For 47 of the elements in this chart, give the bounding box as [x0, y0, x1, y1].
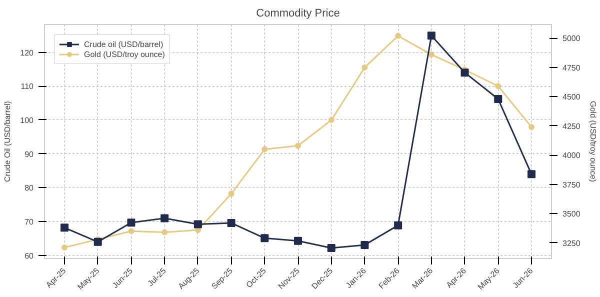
y-tick-label: 70	[24, 218, 34, 227]
point	[360, 240, 369, 249]
y-tick-label: 80	[24, 184, 34, 193]
point	[394, 221, 402, 230]
point	[127, 218, 136, 227]
y-tick-label: 60	[24, 251, 34, 260]
y-tick-label: 110	[20, 82, 34, 92]
y2-tick-label: 3750	[562, 180, 581, 190]
legend-label: Gold (USD/troy ounce)	[84, 49, 165, 59]
point	[160, 214, 169, 222]
point	[427, 32, 436, 40]
point	[260, 234, 269, 242]
point	[327, 244, 336, 252]
y2-axis-title: Gold (USD/troy ounce)	[588, 101, 598, 182]
point	[94, 238, 102, 246]
point	[495, 83, 502, 90]
point	[228, 190, 234, 197]
y2-tick-label: 3500	[562, 210, 581, 219]
y-axis-title: Crude Oil (USD/barrel)	[3, 100, 12, 182]
point	[528, 124, 534, 130]
y-tick-label: 90	[24, 150, 34, 159]
point	[194, 220, 202, 228]
point	[328, 117, 334, 124]
point	[227, 218, 236, 227]
point	[162, 229, 168, 236]
y2-tick-label: 5000	[562, 34, 581, 44]
point	[295, 142, 301, 149]
point	[60, 224, 69, 232]
y2-tick-label: 4000	[562, 151, 581, 160]
legend-label: Crude oil (USD/barrel)	[84, 39, 164, 49]
point	[128, 228, 134, 234]
point	[362, 64, 368, 70]
chart-title: Commodity Price	[256, 8, 340, 20]
point	[460, 68, 469, 77]
point	[62, 244, 68, 251]
y2-tick-label: 4500	[562, 92, 581, 102]
point	[527, 170, 536, 178]
point	[428, 52, 434, 58]
point	[294, 236, 302, 245]
y-tick-label: 100	[20, 116, 34, 125]
y2-tick-label: 4250	[562, 122, 581, 131]
point	[395, 32, 402, 39]
y-tick-label: 120	[20, 48, 34, 58]
y2-tick-label: 4750	[562, 63, 581, 72]
y2-tick-label: 3250	[562, 238, 581, 248]
point	[262, 146, 268, 152]
point	[494, 95, 502, 103]
